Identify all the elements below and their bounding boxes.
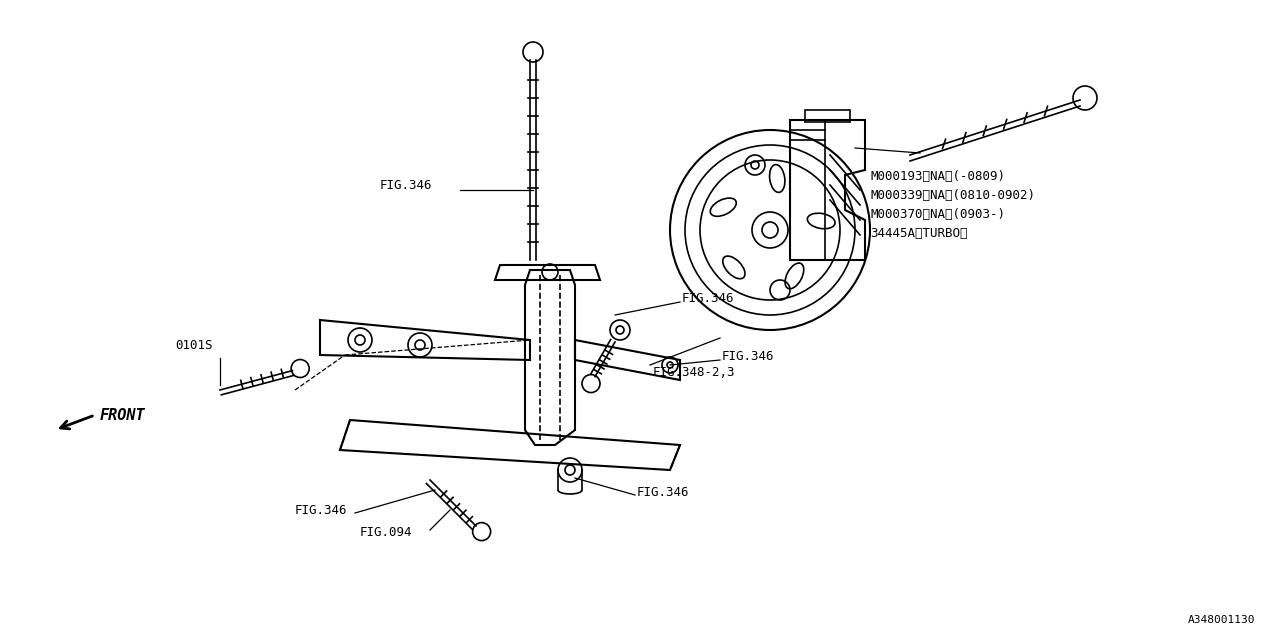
Text: FIG.346: FIG.346: [380, 179, 433, 191]
Text: FIG.346: FIG.346: [682, 291, 735, 305]
Text: M000193〈NA〉(-0809)
M000339〈NA〉(0810-0902)
M000370〈NA〉(0903-)
34445A〈TURBO〉: M000193〈NA〉(-0809) M000339〈NA〉(0810-0902…: [870, 170, 1036, 240]
Text: 0101S: 0101S: [175, 339, 212, 351]
Text: FIG.348-2,3: FIG.348-2,3: [653, 365, 736, 378]
Text: FIG.346: FIG.346: [294, 504, 347, 516]
Text: FIG.346: FIG.346: [637, 486, 690, 499]
Text: FIG.094: FIG.094: [360, 525, 412, 538]
Text: FRONT: FRONT: [100, 408, 146, 422]
Text: FIG.346: FIG.346: [722, 349, 774, 362]
Text: A348001130: A348001130: [1188, 615, 1254, 625]
